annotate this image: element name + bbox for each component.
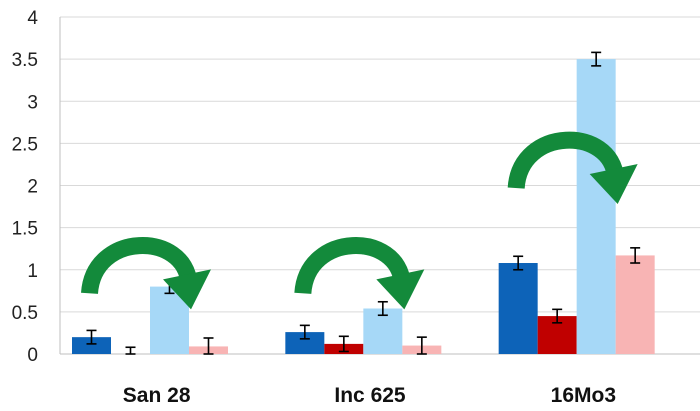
- y-axis-tick-labels: 0 0.5 1 1.5 2 2.5 3 3.5 4: [12, 8, 39, 366]
- curved-arrow-shaft: [507, 131, 625, 190]
- y-tick-label: 4: [27, 8, 38, 29]
- curved-arrow-icon: [294, 237, 425, 310]
- category-label: Inc 625: [334, 384, 406, 407]
- curved-arrows: [81, 131, 638, 310]
- bar-inc-625-series-1: [285, 332, 325, 354]
- bar-16mo3-series-4: [615, 255, 655, 354]
- y-tick-label: 3: [27, 92, 38, 113]
- y-tick-label: 3.5: [12, 50, 38, 71]
- category-label: 16Mo3: [551, 384, 616, 407]
- bar-16mo3-series-1: [498, 263, 538, 354]
- bar-inc-625-series-3: [363, 308, 403, 354]
- bars: [72, 59, 655, 354]
- y-tick-label: 1.5: [12, 219, 38, 240]
- y-tick-label: 2.5: [12, 134, 38, 155]
- curved-arrow-head: [376, 269, 425, 310]
- curved-arrow-head: [163, 269, 211, 310]
- curved-arrow-shaft: [294, 237, 411, 295]
- curved-arrow-head: [589, 164, 638, 205]
- curved-arrow-icon: [507, 131, 638, 205]
- bar-16mo3-series-3: [576, 59, 616, 354]
- category-label: San 28: [123, 384, 191, 407]
- bar-san-28-series-1: [72, 337, 111, 354]
- y-tick-label: 1: [27, 261, 38, 282]
- y-tick-label: 0: [27, 345, 38, 366]
- y-tick-label: 0.5: [12, 303, 38, 324]
- x-axis-category-labels: San 28 Inc 625 16Mo3: [123, 384, 616, 407]
- curved-arrow-shaft: [81, 237, 198, 295]
- curved-arrow-icon: [81, 237, 211, 310]
- y-tick-label: 2: [27, 177, 38, 198]
